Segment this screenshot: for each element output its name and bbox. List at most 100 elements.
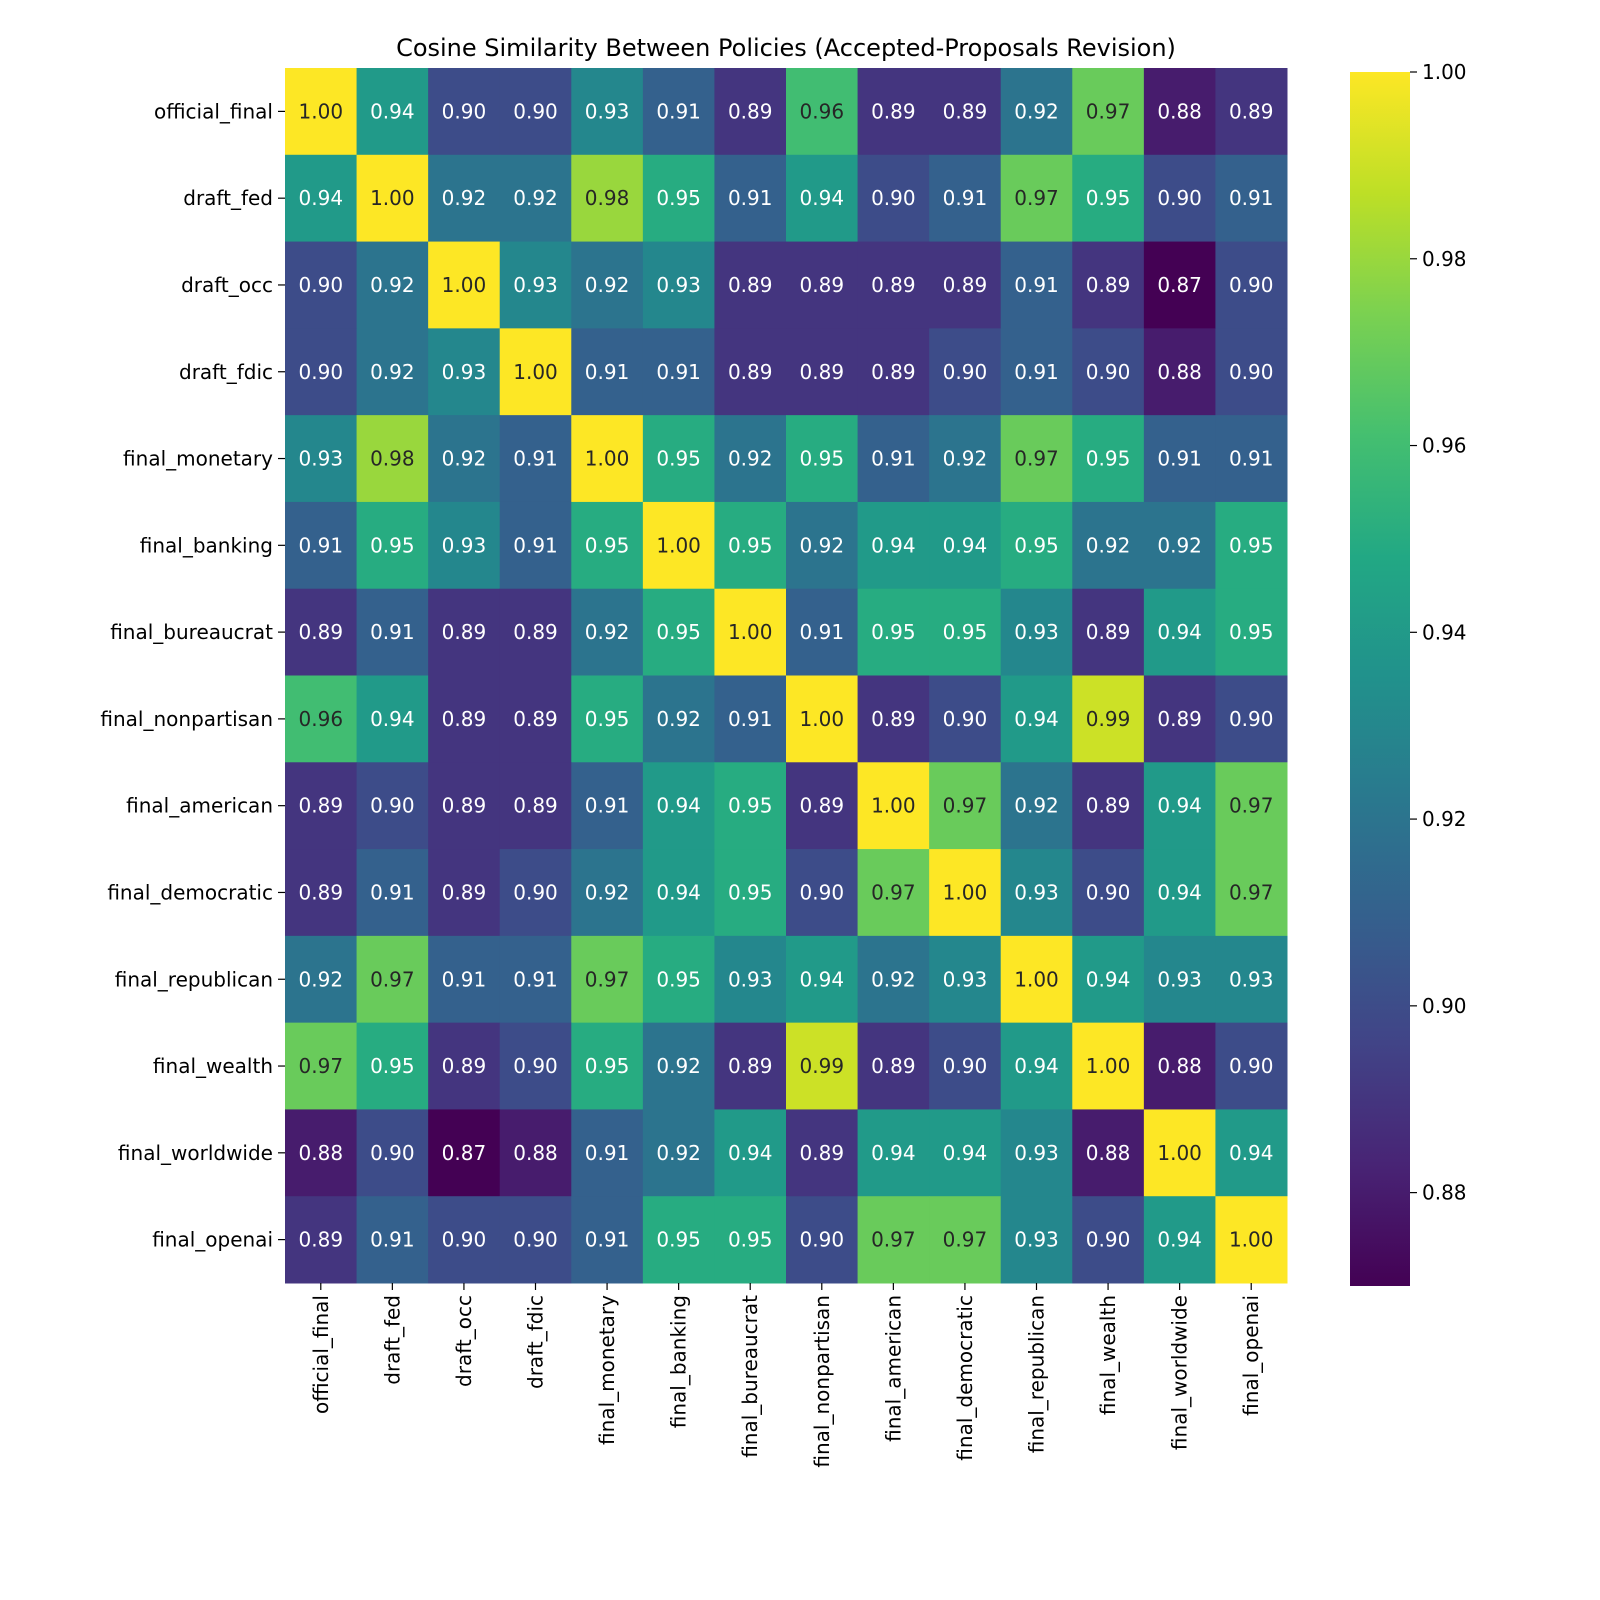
heatmap-cell	[786, 935, 859, 1024]
cell-annotation: 0.92	[656, 1141, 701, 1165]
colorbar-tick-label: 0.94	[1422, 620, 1467, 644]
cell-annotation: 0.89	[943, 99, 988, 123]
x-axis-tick-labels: official_final draft_fed draft_occ draft_fd…	[309, 1283, 1263, 1468]
cell-annotation: 1.00	[728, 620, 773, 644]
heatmap-cell	[1143, 501, 1216, 590]
heatmap-cell	[1215, 328, 1288, 416]
cell-annotation: 0.89	[1229, 99, 1274, 123]
heatmap-cell	[929, 328, 1002, 416]
cell-annotation: 0.94	[800, 186, 845, 210]
heatmap-cell	[1143, 68, 1216, 156]
cell-annotation: 0.94	[943, 533, 988, 557]
heatmap-cell	[929, 415, 1002, 503]
cell-annotation: 0.96	[299, 707, 344, 731]
y-tick-label: final_nonpartisan	[100, 707, 273, 731]
heatmap-cell	[1000, 849, 1073, 937]
cell-annotation: 0.94	[299, 186, 344, 210]
heatmap-cell	[642, 935, 715, 1024]
heatmap-cell	[786, 415, 859, 503]
heatmap-cell	[857, 935, 930, 1024]
colorbar-tick-label: 0.90	[1422, 994, 1467, 1018]
heatmap-cell	[929, 588, 1002, 676]
y-tick-label: final_democratic	[107, 880, 273, 904]
cell-annotation: 0.90	[513, 99, 558, 123]
heatmap-cell	[1072, 849, 1145, 937]
cell-annotation: 0.91	[1014, 273, 1059, 297]
cell-annotation: 0.93	[656, 273, 701, 297]
heatmap-cell	[786, 1109, 859, 1197]
cell-annotation: 0.95	[656, 1228, 701, 1252]
cell-annotation: 0.92	[370, 360, 415, 384]
cell-annotation: 0.90	[442, 1228, 487, 1252]
heatmap-cell	[285, 415, 358, 503]
cell-annotation: 0.90	[1229, 707, 1274, 731]
cell-annotation: 0.97	[1086, 99, 1131, 123]
cell-annotation: 0.89	[800, 273, 845, 297]
cell-annotation: 0.90	[800, 880, 845, 904]
cell-annotation: 0.94	[871, 1141, 916, 1165]
heatmap-cell	[642, 675, 715, 763]
cell-annotation: 0.89	[1086, 273, 1131, 297]
heatmap-cell	[428, 1109, 501, 1197]
heatmap-cell	[499, 1196, 572, 1284]
y-tick-label: final_bureaucrat	[110, 620, 273, 644]
cell-annotation: 0.98	[585, 186, 630, 210]
heatmap-cell	[428, 68, 501, 156]
heatmap-cell	[356, 675, 429, 763]
cell-annotation: 0.95	[585, 1054, 630, 1078]
cell-annotation: 1.00	[943, 880, 988, 904]
heatmap-cell	[1143, 935, 1216, 1024]
cell-annotation: 0.92	[800, 533, 845, 557]
cell-annotation: 0.98	[370, 447, 415, 471]
heatmap-cell	[1143, 675, 1216, 763]
cell-annotation: 0.89	[299, 1228, 344, 1252]
heatmap-cell	[786, 762, 859, 850]
heatmap-cell	[285, 849, 358, 937]
heatmap-cell	[642, 1109, 715, 1197]
cell-annotation: 0.88	[1157, 1054, 1202, 1078]
heatmap-cell	[1072, 675, 1145, 763]
cell-annotation: 0.94	[800, 967, 845, 991]
heatmap-cell	[1000, 588, 1073, 676]
cell-annotation: 0.89	[442, 707, 487, 731]
heatmap-cell	[428, 1022, 501, 1110]
heatmap-cell	[857, 328, 930, 416]
cell-annotation: 0.95	[656, 620, 701, 644]
cell-annotation: 0.89	[1157, 707, 1202, 731]
cell-annotation: 0.92	[871, 967, 916, 991]
cell-annotation: 0.89	[871, 360, 916, 384]
cell-annotation: 0.90	[299, 360, 344, 384]
heatmap-cell	[285, 762, 358, 850]
heatmap-cell	[1072, 1196, 1145, 1284]
cell-annotation: 0.89	[299, 880, 344, 904]
heatmap-cell	[714, 415, 787, 503]
heatmap-cell	[1000, 1109, 1073, 1197]
colorbar-tick-label: 0.88	[1422, 1181, 1467, 1205]
heatmap-cell	[786, 675, 859, 763]
heatmap-cell	[571, 328, 644, 416]
heatmap-cell	[714, 68, 787, 156]
cell-annotation: 0.91	[585, 360, 630, 384]
heatmap-cell	[857, 1196, 930, 1284]
heatmap-cells	[285, 68, 1288, 1284]
cell-annotation: 0.94	[1014, 707, 1059, 731]
cell-annotation: 0.91	[299, 533, 344, 557]
heatmap-cell	[642, 154, 715, 243]
heatmap-cell	[1143, 328, 1216, 416]
cell-annotation: 0.97	[1014, 447, 1059, 471]
heatmap-cell	[499, 501, 572, 590]
cell-annotation: 0.94	[1157, 1228, 1202, 1252]
cell-annotation: 0.91	[800, 620, 845, 644]
heatmap-cell	[571, 68, 644, 156]
cell-annotation: 0.90	[800, 1228, 845, 1252]
heatmap-cell	[929, 762, 1002, 850]
cell-annotation: 0.95	[871, 620, 916, 644]
cell-annotation: 1.00	[1014, 967, 1059, 991]
x-tick-label: final_worldwide	[1168, 1295, 1192, 1450]
heatmap-cell	[786, 1022, 859, 1110]
cell-annotation: 0.95	[728, 533, 773, 557]
cell-annotation: 0.93	[1014, 1228, 1059, 1252]
heatmap-cell	[571, 675, 644, 763]
cell-annotation: 0.97	[1229, 794, 1274, 818]
